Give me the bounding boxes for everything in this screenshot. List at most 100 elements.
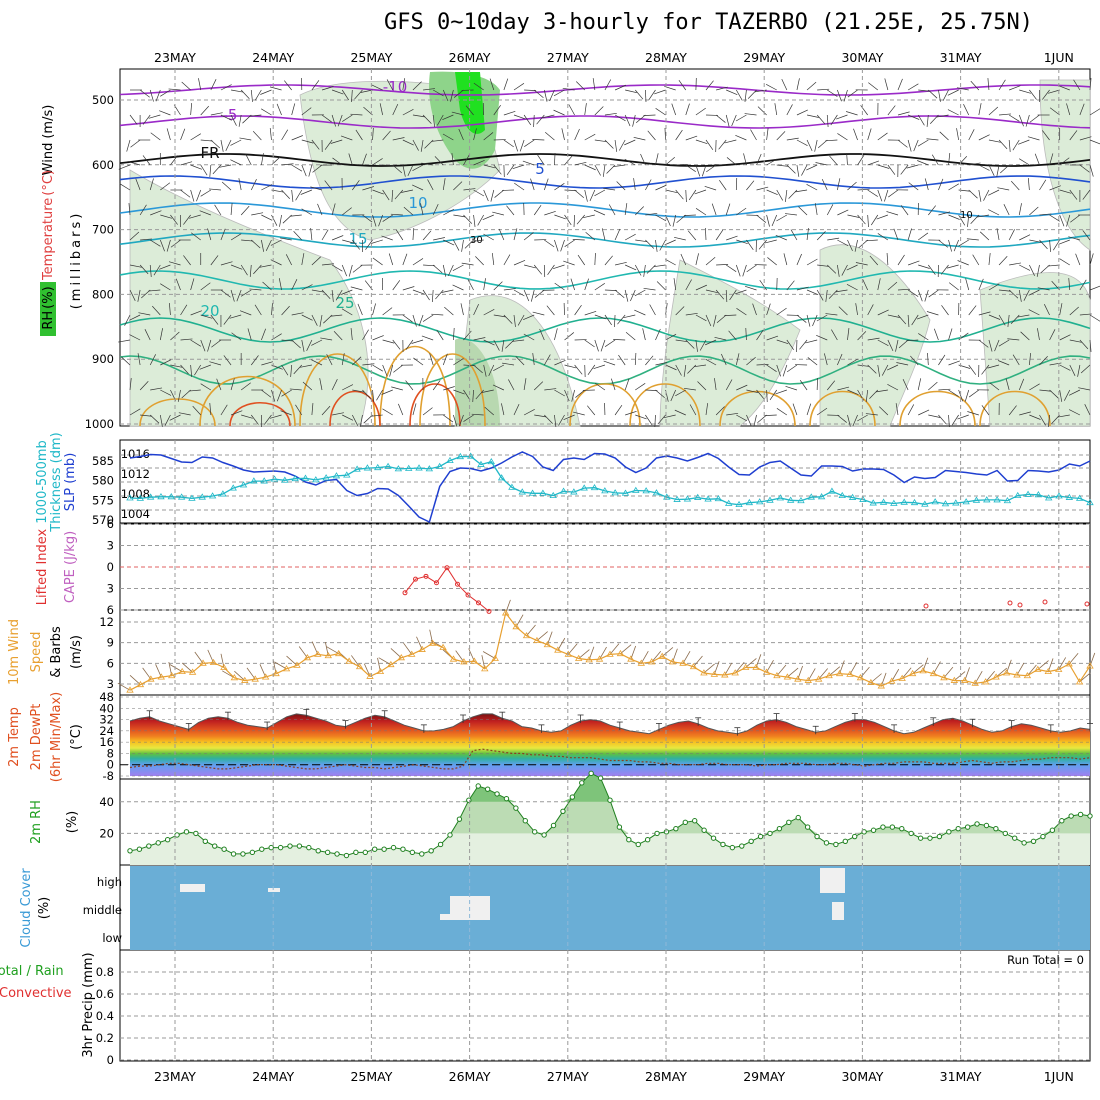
wind-barb <box>825 313 838 316</box>
wind-barb <box>687 230 697 241</box>
wind-barb <box>544 414 553 424</box>
wind-barb <box>775 389 787 395</box>
lifted-point <box>444 565 450 571</box>
wind10-barb <box>351 655 360 668</box>
wind10-barb <box>640 651 649 664</box>
wind10-barb <box>661 647 674 657</box>
wind-barb <box>645 239 655 249</box>
wind-barb <box>170 364 183 368</box>
date-label-top: 28MAY <box>645 50 687 65</box>
wind-barb <box>672 214 677 227</box>
wind-barb <box>241 414 253 419</box>
wind-barb <box>897 254 905 266</box>
rh-point <box>710 835 717 841</box>
pressure-tick-label: 500 <box>92 93 114 107</box>
rh-point <box>842 838 848 844</box>
wind-barb <box>947 109 959 116</box>
wind10-point <box>867 678 875 686</box>
wind-barb <box>978 189 982 202</box>
wind-barb <box>372 335 384 341</box>
rh-point <box>372 846 378 852</box>
wind-barb <box>1049 362 1062 366</box>
wind-barb <box>337 114 343 127</box>
wind10-point <box>804 676 812 683</box>
wind-barb <box>614 314 616 328</box>
rh-point <box>456 816 463 822</box>
wind-barb <box>792 403 798 416</box>
wind10-panel-frame <box>119 609 1091 696</box>
wind-barb <box>753 414 757 427</box>
wind-barb <box>265 239 272 251</box>
cloud-level-low: low <box>102 931 122 945</box>
wind-barb <box>604 139 614 149</box>
wind-barb <box>120 356 131 366</box>
wind-barb <box>967 214 970 227</box>
wind10-point <box>439 643 447 650</box>
wind-barb <box>443 209 455 216</box>
wind-barb <box>1027 178 1030 191</box>
wind-barb <box>502 362 515 366</box>
wind-barb <box>1049 153 1054 166</box>
wind-barb <box>276 103 282 116</box>
wind-barb <box>998 339 1010 347</box>
rh-point <box>880 824 886 830</box>
wind-barb <box>166 239 171 252</box>
wind-barb <box>1082 230 1091 241</box>
wind-barb <box>562 87 575 91</box>
wind-barb <box>735 114 747 122</box>
wind-barb <box>564 364 577 369</box>
wind-barb <box>604 339 616 348</box>
wind-barb <box>393 364 404 373</box>
wind10-point <box>136 680 145 688</box>
wind-barb <box>310 186 323 191</box>
thickness-point <box>776 494 785 501</box>
wind-barb <box>501 339 505 352</box>
wind-barb <box>857 414 868 422</box>
wind-barb <box>756 364 769 366</box>
wind-barb <box>584 164 596 171</box>
temp-tick-label: 40 <box>99 701 114 715</box>
wind-barb <box>554 328 558 341</box>
thickness-point <box>921 500 929 507</box>
wind-barb <box>432 89 444 97</box>
wind-barb <box>958 239 969 247</box>
wind-barb <box>402 164 406 177</box>
wind-barb <box>917 289 923 302</box>
wind-barb <box>695 284 707 291</box>
wind-barb <box>494 189 505 198</box>
wind-barb <box>917 160 929 166</box>
slp-tick-label: 1008 <box>121 487 150 501</box>
thickness-point <box>704 495 712 502</box>
rh-point <box>259 846 265 852</box>
wind-barb <box>493 364 505 371</box>
wind-barb <box>378 214 383 227</box>
wind-barb <box>988 339 993 352</box>
wind-barb <box>988 209 1000 216</box>
wind-barb <box>291 103 296 116</box>
wind-barb <box>491 253 495 266</box>
wind-barb <box>847 389 859 396</box>
thickness-point <box>322 474 330 481</box>
wind-barb <box>508 379 515 391</box>
wind-barb <box>1019 264 1031 271</box>
thickness-point <box>642 487 650 494</box>
thickness-point <box>797 496 805 504</box>
wind-barb <box>153 264 161 276</box>
wind-barb <box>888 189 899 198</box>
wind-barb <box>584 339 595 348</box>
wind-barb <box>928 205 936 216</box>
wind10-point <box>543 640 552 648</box>
wind-barb <box>564 189 577 191</box>
wind-barb <box>614 114 626 122</box>
rh-tick-label: 20 <box>99 826 114 840</box>
rh-point <box>522 818 528 824</box>
wind-barb <box>493 164 502 175</box>
wind-barb <box>756 329 764 341</box>
wind-barb <box>308 164 313 177</box>
wind-barb <box>647 130 656 141</box>
wind-barb <box>931 154 939 166</box>
wind-barb <box>765 239 777 244</box>
wind-barb <box>558 414 565 426</box>
